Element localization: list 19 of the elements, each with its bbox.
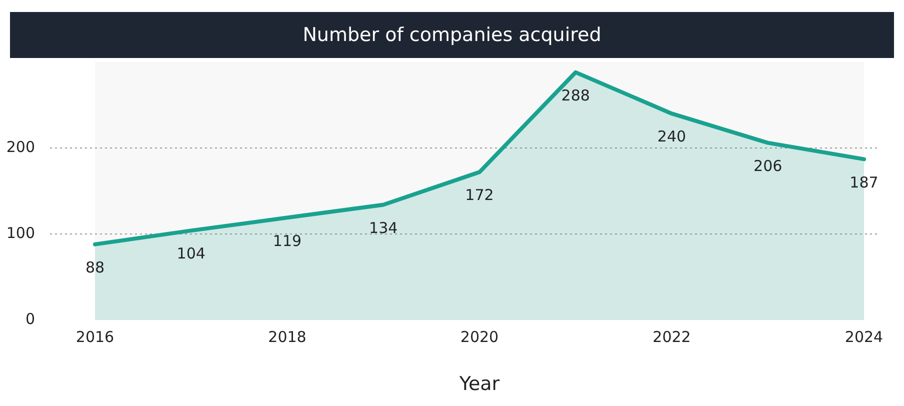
data-label: 206 bbox=[754, 156, 782, 175]
x-tick-label: 2024 bbox=[844, 328, 884, 346]
x-tick-label: 2020 bbox=[460, 328, 499, 346]
y-tick-label: 100 bbox=[6, 224, 35, 242]
data-label: 288 bbox=[561, 86, 590, 104]
data-label: 104 bbox=[176, 244, 206, 263]
data-label: 172 bbox=[465, 186, 494, 204]
data-label: 88 bbox=[85, 258, 105, 276]
data-label: 134 bbox=[369, 218, 398, 237]
data-label: 240 bbox=[657, 128, 686, 146]
x-axis-title: Year bbox=[458, 373, 500, 395]
y-tick-label: 0 bbox=[25, 310, 35, 328]
x-tick-label: 2022 bbox=[652, 328, 691, 346]
x-tick-label: 2016 bbox=[76, 328, 114, 346]
chart-title: Number of companies acquired bbox=[302, 24, 602, 46]
data-label: 187 bbox=[850, 173, 878, 192]
x-tick-label: 2018 bbox=[268, 328, 306, 346]
y-tick-label: 200 bbox=[6, 138, 35, 156]
data-label: 119 bbox=[272, 232, 302, 250]
